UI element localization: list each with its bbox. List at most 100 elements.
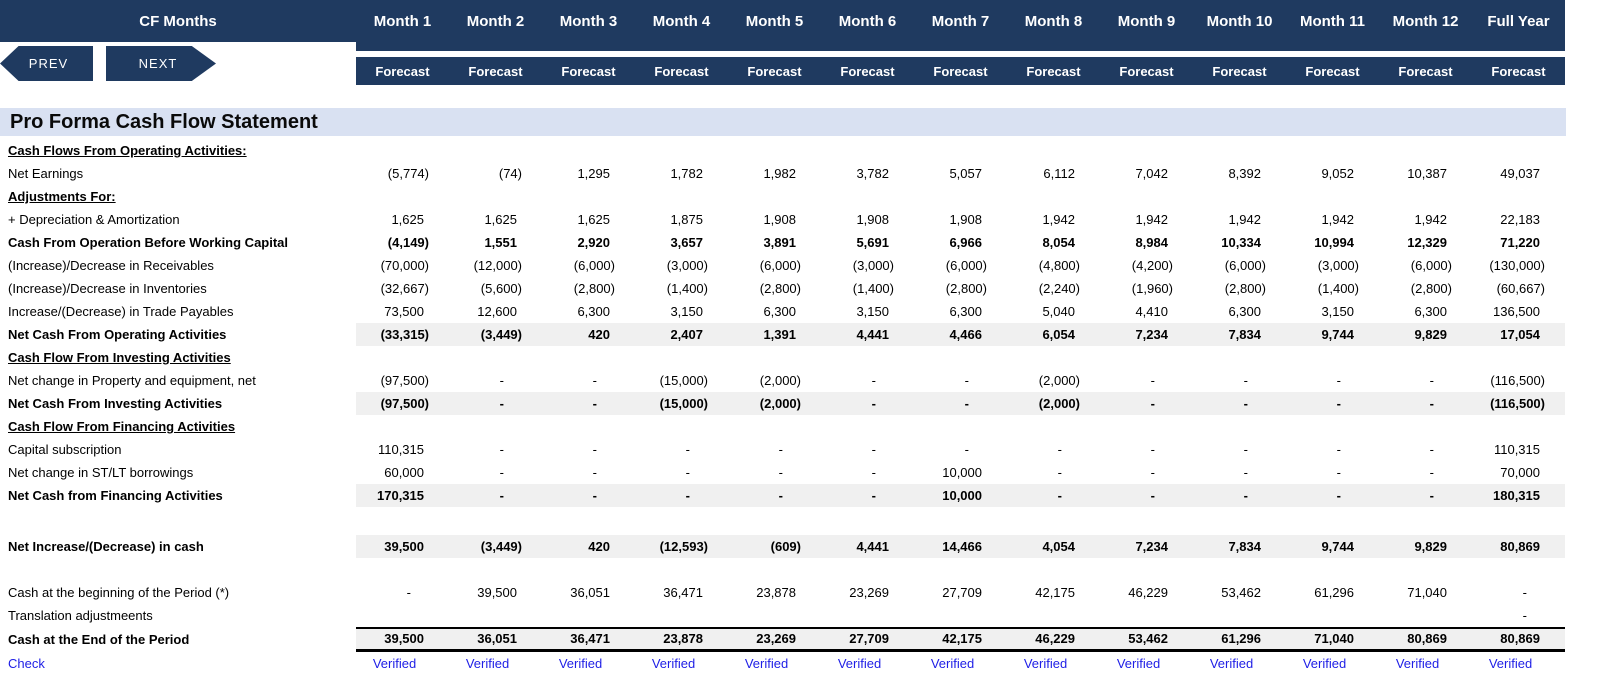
cell	[1100, 346, 1193, 369]
cell: 9,744	[1286, 323, 1379, 346]
cell: 1,551	[484, 235, 517, 250]
cell	[1007, 346, 1100, 369]
cell: (2,000)	[1038, 373, 1080, 388]
cell: (32,667)	[380, 281, 429, 296]
cell: -	[871, 442, 876, 457]
cell: 9,829	[1379, 535, 1472, 558]
cell	[356, 558, 449, 581]
cell: Verified	[372, 656, 417, 671]
cell: 9,052	[1321, 166, 1354, 181]
cell: -	[1429, 465, 1434, 480]
cell: (2,000)	[1007, 392, 1100, 415]
row-label: Net Cash From Investing Activities	[8, 396, 223, 411]
cell: 61,296	[1314, 585, 1354, 600]
forecast-header-band: Forecast Forecast Forecast Forecast Forecast…	[356, 57, 1565, 85]
cell: 53,462	[1100, 627, 1193, 652]
cell	[1379, 139, 1472, 162]
cell: (2,000)	[728, 392, 821, 415]
cell	[728, 558, 821, 581]
cell: -	[1336, 442, 1341, 457]
cell	[1100, 139, 1193, 162]
cell: -	[914, 392, 1007, 415]
cell: 2,407	[635, 323, 728, 346]
table-row: Cash From Operation Before Working Capit…	[0, 231, 1565, 254]
cell: 7,234	[1100, 323, 1193, 346]
cell: Verified	[744, 656, 789, 671]
cell: 39,500	[356, 535, 449, 558]
cell: 8,392	[1228, 166, 1261, 181]
row-label: + Depreciation & Amortization	[8, 212, 180, 227]
cell	[1286, 139, 1379, 162]
cell	[449, 510, 542, 533]
cell: (2,800)	[1410, 281, 1452, 296]
cell: 12,600	[477, 304, 517, 319]
cash-flow-table: Cash Flows From Operating Activities: Net…	[0, 139, 1565, 675]
table-row: Net Cash From Operating Activities (33,31…	[0, 323, 1565, 346]
cell: 6,300	[763, 304, 796, 319]
cell	[1007, 139, 1100, 162]
cell: 3,150	[1321, 304, 1354, 319]
row-label: Cash at the beginning of the Period (*)	[8, 585, 230, 600]
forecast-subheader: Forecast	[1491, 63, 1546, 79]
column-header-month-10: Month 10	[1206, 12, 1273, 30]
cell: -	[964, 373, 969, 388]
cell: 70,000	[1500, 465, 1540, 480]
cell: 1,942	[1228, 212, 1261, 227]
table-row: Increase/(Decrease) in Trade Payables 73,…	[0, 300, 1565, 323]
cell	[914, 604, 1007, 627]
sheet-header: CF Months Month 1 Month 2 Month 3 Month 4 Mo…	[0, 0, 1566, 88]
row-label: Translation adjustmeents	[8, 608, 153, 623]
cell: (5,774)	[387, 166, 429, 181]
cell	[1193, 415, 1286, 438]
cell: -	[685, 465, 690, 480]
forecast-subheader: Forecast	[1119, 63, 1174, 79]
cell	[1286, 604, 1379, 627]
cell: 7,834	[1193, 323, 1286, 346]
row-label: Capital subscription	[8, 442, 122, 457]
cell: 6,054	[1007, 323, 1100, 346]
column-header-month-11: Month 11	[1299, 12, 1365, 30]
cell: 170,315	[356, 484, 449, 507]
cell: 3,891	[763, 235, 796, 250]
cell: -	[1007, 484, 1100, 507]
cell: 4,441	[821, 535, 914, 558]
cell	[635, 604, 728, 627]
cell: (6,000)	[1410, 258, 1452, 273]
cell: -	[821, 392, 914, 415]
cell: (3,000)	[1317, 258, 1359, 273]
cell: Verified	[1209, 656, 1254, 671]
next-button[interactable]: NEXT	[106, 46, 216, 81]
cell: 23,269	[849, 585, 889, 600]
cell	[1379, 415, 1472, 438]
cell: -	[1286, 484, 1379, 507]
cell	[449, 604, 542, 627]
cell	[449, 415, 542, 438]
column-header-month-2: Month 2	[466, 12, 525, 30]
cell: 9,829	[1379, 323, 1472, 346]
cell	[821, 185, 914, 208]
cell: -	[1100, 484, 1193, 507]
cell	[821, 346, 914, 369]
cell	[1100, 415, 1193, 438]
cell: 110,315	[1493, 442, 1540, 457]
cell: 180,315	[1472, 484, 1565, 507]
table-row: Net Increase/(Decrease) in cash 39,500 (3,…	[0, 535, 1565, 558]
cell	[728, 185, 821, 208]
column-header-month-12: Month 12	[1392, 12, 1459, 30]
cell	[1007, 415, 1100, 438]
cell: 1,908	[763, 212, 796, 227]
cell: (15,000)	[659, 373, 708, 388]
cell: 1,908	[856, 212, 889, 227]
row-label: Net change in ST/LT borrowings	[8, 465, 194, 480]
cell: 53,462	[1221, 585, 1261, 600]
prev-button[interactable]: PREV	[0, 46, 93, 81]
table-row: Cash Flows From Operating Activities:	[0, 139, 1565, 162]
cell: 3,150	[856, 304, 889, 319]
cell: 1,942	[1414, 212, 1447, 227]
column-header-full-year: Full Year	[1487, 12, 1550, 30]
cell: 6,112	[1043, 166, 1075, 181]
row-label: Cash at the End of the Period	[8, 632, 190, 647]
cell: 7,234	[1100, 535, 1193, 558]
cell: 1,942	[1135, 212, 1168, 227]
cell: (4,200)	[1131, 258, 1173, 273]
